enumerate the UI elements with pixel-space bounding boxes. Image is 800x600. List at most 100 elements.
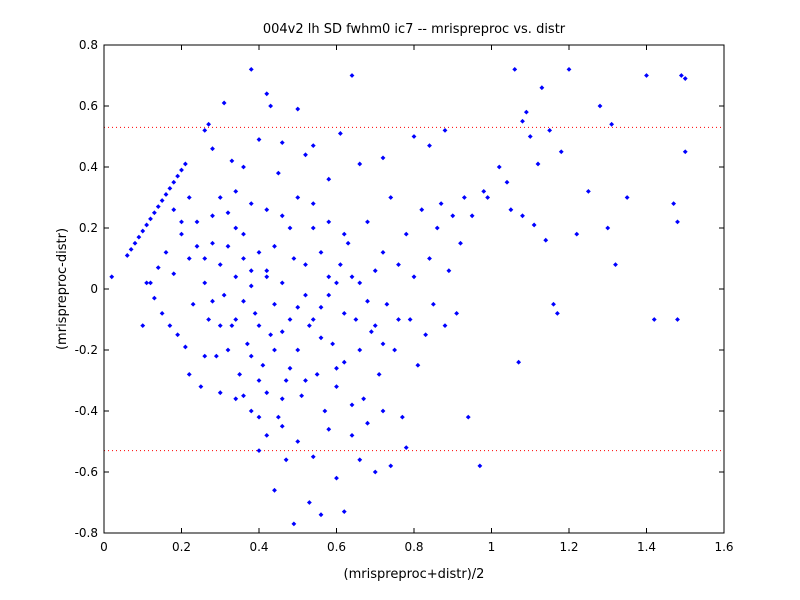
- data-point-75: [283, 378, 289, 383]
- data-point-123: [469, 213, 475, 219]
- data-point-201: [217, 195, 223, 200]
- data-point-181: [248, 353, 254, 359]
- data-point-81: [306, 323, 312, 328]
- data-point-108: [411, 274, 417, 280]
- data-point-43: [159, 311, 165, 316]
- data-point-166: [341, 509, 347, 515]
- data-point-11: [163, 192, 169, 197]
- data-points: [109, 67, 688, 527]
- data-point-183: [272, 347, 277, 353]
- data-point-103: [392, 347, 398, 353]
- data-point-20: [221, 100, 227, 106]
- data-point-91: [345, 240, 351, 246]
- data-point-100: [380, 250, 386, 255]
- data-point-203: [248, 201, 254, 206]
- data-point-112: [427, 256, 432, 261]
- data-point-74: [279, 280, 285, 286]
- data-point-55: [206, 317, 212, 322]
- data-point-86: [326, 274, 332, 280]
- data-point-184: [287, 365, 293, 371]
- data-point-161: [283, 457, 289, 463]
- data-point-61: [229, 323, 235, 328]
- data-point-48: [179, 231, 184, 237]
- data-point-92: [349, 433, 355, 438]
- data-point-113: [430, 301, 436, 307]
- data-point-190: [225, 347, 231, 353]
- data-point-23: [268, 103, 274, 109]
- data-point-105: [399, 414, 405, 420]
- data-point-153: [508, 207, 514, 213]
- y-tick-label: -0.8: [75, 526, 98, 540]
- x-tick-label: 1.6: [714, 540, 733, 554]
- data-point-135: [547, 128, 553, 133]
- data-point-104: [396, 262, 401, 267]
- data-point-151: [682, 149, 688, 155]
- data-point-60: [225, 210, 231, 216]
- data-point-202: [233, 189, 239, 194]
- data-point-59: [221, 292, 227, 298]
- data-point-150: [682, 76, 688, 81]
- data-point-157: [551, 301, 556, 307]
- data-point-179: [380, 408, 386, 414]
- x-tick-label: 0.8: [404, 540, 423, 554]
- data-point-175: [310, 454, 316, 460]
- data-point-168: [372, 469, 378, 475]
- data-point-28: [310, 143, 316, 149]
- data-point-72: [272, 301, 277, 307]
- data-point-208: [326, 219, 332, 225]
- data-point-110: [419, 207, 425, 213]
- y-tick-label: 0.4: [79, 160, 98, 174]
- y-axis-ticks: 0.8 0.6 0.4 0.2 0 -0.2 -0.4 -0.6 -0.8: [75, 38, 724, 540]
- data-point-47: [175, 332, 181, 338]
- data-point-101: [384, 301, 390, 307]
- data-point-149: [678, 73, 684, 78]
- plot-area-frame: [103, 44, 725, 534]
- data-point-162: [291, 521, 297, 527]
- data-point-237: [256, 414, 262, 420]
- data-point-197: [303, 262, 308, 267]
- data-point-94: [357, 280, 363, 286]
- x-tick-label: 1.2: [559, 540, 578, 554]
- data-point-42: [155, 265, 161, 271]
- data-point-228: [380, 341, 386, 347]
- data-point-34: [326, 176, 332, 182]
- data-point-27: [279, 140, 285, 145]
- y-tick-label: 0.2: [79, 221, 98, 235]
- data-point-89: [337, 262, 343, 267]
- data-point-77: [291, 256, 297, 261]
- data-point-16: [182, 161, 188, 167]
- x-tick-label: 1: [488, 540, 496, 554]
- data-point-152: [675, 317, 680, 322]
- data-point-50: [186, 256, 192, 261]
- data-point-26: [256, 137, 262, 142]
- data-point-127: [496, 164, 502, 170]
- data-point-62: [233, 274, 239, 280]
- data-point-10: [159, 198, 165, 203]
- data-point-30: [229, 158, 235, 164]
- data-point-229: [396, 317, 401, 322]
- data-point-221: [279, 329, 285, 335]
- data-point-222: [295, 304, 301, 310]
- data-point-169: [388, 463, 394, 469]
- data-point-218: [233, 225, 239, 231]
- data-point-120: [458, 240, 463, 246]
- data-point-97: [368, 329, 374, 335]
- data-point-39: [442, 128, 448, 133]
- data-point-163: [306, 500, 312, 505]
- data-point-159: [516, 359, 522, 365]
- data-point-195: [272, 243, 277, 249]
- data-point-70: [264, 268, 270, 274]
- data-point-29: [337, 131, 343, 136]
- data-point-209: [341, 231, 347, 237]
- data-point-102: [388, 195, 394, 200]
- chart-title: 004v2 lh SD fwhm0 ic7 -- mrispreproc vs.…: [263, 22, 566, 37]
- x-tick-label: 0.6: [327, 540, 346, 554]
- data-point-171: [256, 448, 262, 454]
- data-point-139: [585, 189, 591, 194]
- data-point-142: [609, 121, 615, 127]
- data-point-206: [295, 195, 301, 200]
- data-point-8: [151, 210, 157, 216]
- data-point-54: [202, 280, 208, 286]
- data-point-188: [357, 347, 363, 353]
